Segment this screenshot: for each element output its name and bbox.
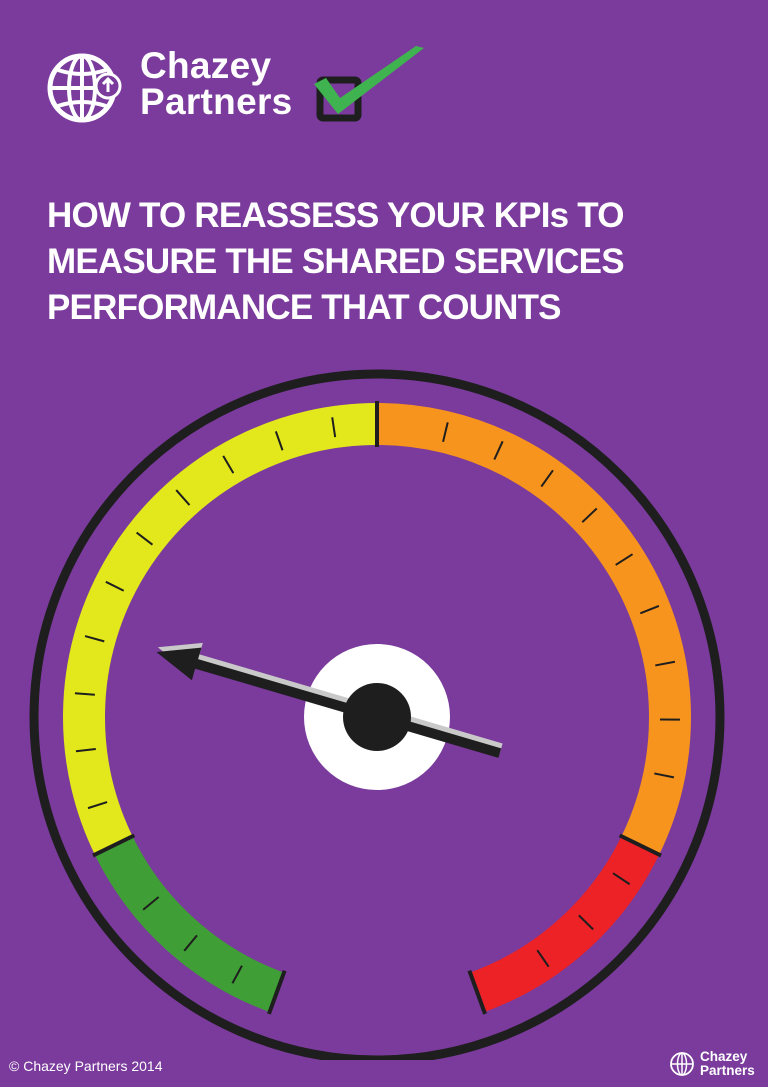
gauge-tick <box>274 431 284 451</box>
brand-name-line1: Chazey <box>140 45 272 86</box>
footer-brand-line2: Partners <box>700 1063 755 1078</box>
gauge-zone-4 <box>469 835 660 1013</box>
gauge-tick <box>175 489 191 506</box>
brand-logo: Chazey Partners <box>46 44 426 134</box>
gauge-zone-3 <box>376 403 691 855</box>
brand-name-line2: Partners <box>140 81 293 122</box>
gauge-tick <box>578 914 594 931</box>
gauge-tick <box>331 417 337 438</box>
gauge-zone-boundary <box>467 970 487 1015</box>
gauge-tick <box>655 660 676 667</box>
gauge-needle <box>156 642 503 758</box>
gauge-zone-boundary <box>618 833 662 858</box>
gauge-tick <box>612 872 631 886</box>
footer-brand-line1: Chazey <box>700 1049 748 1064</box>
report-title: HOW TO REASSESS YOUR KPIs TO MEASURE THE… <box>47 193 707 331</box>
footer-brand-logo: Chazey Partners <box>669 1049 761 1083</box>
gauge-tick <box>105 580 125 592</box>
gauge-tick <box>142 896 160 911</box>
gauge-color-zones <box>63 403 691 1013</box>
gauge-tick <box>639 605 660 615</box>
gauge-tick <box>136 531 154 546</box>
gauge-zone-boundary <box>92 833 136 858</box>
title-line-2: MEASURE THE SHARED SERVICES <box>47 242 625 281</box>
gauge-zone-1 <box>94 835 285 1013</box>
gauge-zone-boundary <box>267 970 287 1015</box>
gauge-rim <box>29 369 725 1060</box>
gauge-tick <box>231 965 243 984</box>
title-line-3: PERFORMANCE THAT COUNTS <box>47 288 562 327</box>
gauge-tick <box>222 455 235 474</box>
gauge-tick <box>442 422 449 443</box>
gauge-tick <box>87 801 108 810</box>
footer-brand-name: Chazey Partners <box>700 1050 755 1078</box>
gauge-hub-center <box>343 683 411 751</box>
gauge-ticks <box>74 401 680 1015</box>
gauge-zone-2 <box>63 403 378 855</box>
gauge-tick <box>75 748 96 753</box>
speedometer-gauge-icon <box>29 369 725 1060</box>
gauge-tick <box>493 440 504 460</box>
gauge-tick <box>615 553 634 566</box>
gauge-tick <box>581 507 598 523</box>
gauge-tick <box>654 772 675 779</box>
gauge-tick <box>74 692 95 696</box>
title-line-1: HOW TO REASSESS YOUR KPIs TO <box>47 196 624 235</box>
checkmark-box-icon <box>314 46 424 122</box>
globe-upload-icon <box>47 53 122 123</box>
copyright-text: © Chazey Partners 2014 <box>9 1058 163 1074</box>
brand-name: Chazey Partners <box>140 45 293 122</box>
gauge-tick <box>84 635 105 643</box>
gauge-tick <box>540 469 554 488</box>
globe-icon <box>670 1052 694 1076</box>
gauge-needle-body <box>156 647 502 758</box>
gauge-tick <box>536 949 550 968</box>
gauge-tick <box>183 934 198 952</box>
